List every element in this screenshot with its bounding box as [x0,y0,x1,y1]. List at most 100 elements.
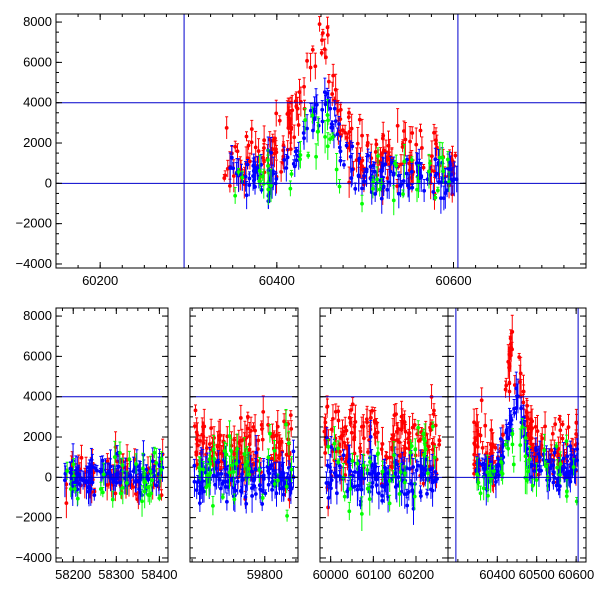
data-point [394,412,398,417]
data-point [518,371,523,376]
data-point [430,154,434,159]
data-point [105,483,110,487]
data-point [249,127,254,131]
data-point [63,478,67,483]
data-point [552,450,557,455]
data-point [370,484,374,489]
data-point [207,442,212,446]
data-point [405,503,410,508]
data-point [381,148,386,153]
data-point [414,468,419,473]
data-point [277,118,282,123]
data-point [479,398,484,403]
y-tick-label: 0 [45,175,52,190]
data-point [252,477,257,481]
axes-frame [55,307,169,563]
data-point [320,107,325,112]
data-point [269,150,273,155]
data-point [260,437,265,442]
data-point [402,129,406,133]
data-point [413,447,418,452]
data-point [453,153,458,158]
data-point [330,135,335,139]
data-point [433,157,438,162]
data-point [233,488,238,493]
data-point [269,463,274,467]
data-point [279,169,284,174]
data-point [224,499,229,504]
data-point [336,460,341,464]
data-point [557,417,562,422]
data-point [247,472,252,477]
data-point [146,492,151,497]
data-point [381,133,386,138]
data-point [325,405,329,409]
data-point [370,480,375,485]
data-point [433,479,438,484]
data-point [84,480,89,485]
data-point [430,424,435,429]
data-point [509,345,514,350]
data-point [435,188,440,193]
data-point [359,487,364,492]
data-point [222,458,226,462]
data-point [410,131,415,135]
data-point [207,483,211,488]
data-point [345,489,350,494]
data-point [269,456,274,461]
data-point [348,420,353,425]
data-point [390,445,394,450]
data-point [381,184,386,189]
data-point [507,352,512,357]
data-point [349,176,354,180]
data-point [233,193,238,198]
data-point [245,426,250,431]
data-point [355,461,360,466]
data-point [419,494,423,498]
data-point [574,420,579,425]
data-point [229,448,233,453]
data-point [434,171,439,176]
data-point [95,468,99,473]
data-point [240,175,245,180]
x-tick-label: 60200 [82,273,118,288]
data-point [394,163,399,168]
data-point [399,162,403,167]
data-point [394,429,399,434]
data-point [323,451,328,455]
data-point [391,198,396,203]
data-point [278,452,283,457]
data-point [326,444,331,449]
data-point [277,446,282,451]
data-point [286,126,291,130]
data-point [218,467,223,472]
data-point [552,470,556,475]
data-point [550,431,555,436]
data-point [385,187,390,192]
data-point [396,173,401,178]
data-point [286,453,291,458]
data-point [64,501,69,505]
data-point [376,154,380,158]
data-point [219,471,224,476]
y-tick-label: 8000 [23,308,52,323]
data-point [494,479,498,484]
data-point [337,184,342,189]
data-point [535,429,540,434]
data-point [320,38,324,43]
data-point [328,137,333,142]
data-point [416,425,421,430]
data-point [275,478,280,483]
data-point [261,182,266,186]
data-point [386,143,391,148]
data-point [286,441,291,446]
plot-area [190,395,298,522]
data-point [280,463,285,468]
data-point [336,446,340,451]
data-point [198,438,202,443]
data-point [295,106,300,111]
data-point [380,498,385,503]
data-point [329,125,334,130]
data-point [266,422,271,427]
